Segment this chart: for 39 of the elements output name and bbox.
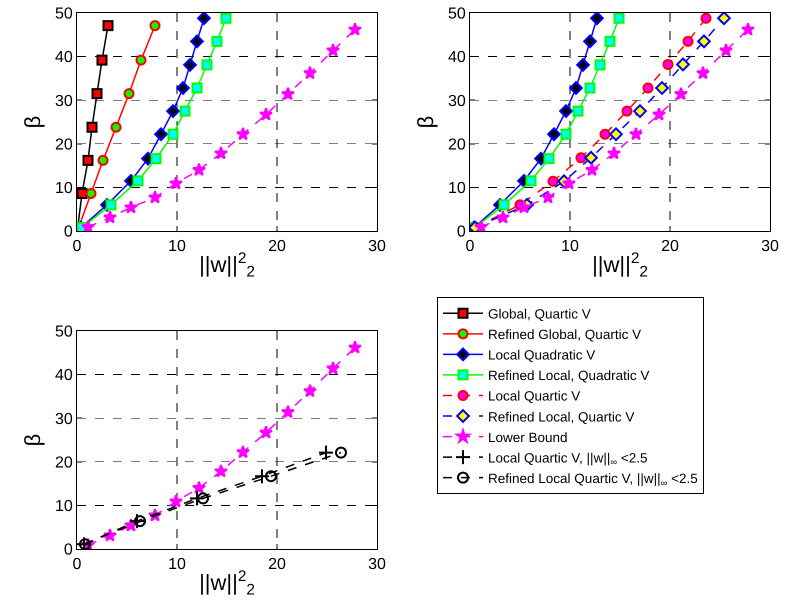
legend-label: Refined Global, Quartic V — [488, 327, 642, 342]
y-axis-title: β — [20, 434, 45, 446]
x-tick-label: 30 — [368, 238, 386, 256]
y-tick-label: 0 — [456, 224, 466, 241]
y-tick-label: 30 — [55, 410, 73, 428]
x-tick-label: 10 — [168, 556, 186, 574]
y-tick-label: 50 — [448, 6, 466, 23]
x-tick-label: 10 — [561, 238, 579, 256]
legend-label: Lower Bound — [488, 430, 568, 445]
y-axis-title: β — [20, 116, 45, 128]
y-tick-label: 20 — [55, 454, 73, 472]
y-tick-label: 30 — [55, 92, 73, 110]
y-tick-label: 50 — [55, 324, 73, 341]
y-tick-label: 30 — [448, 92, 466, 110]
x-tick-label: 20 — [268, 238, 286, 256]
y-tick-label: 20 — [55, 136, 73, 154]
legend-label: Local Quartic V — [488, 388, 580, 404]
y-tick-label: 40 — [55, 367, 73, 384]
y-tick-label: 10 — [55, 498, 73, 515]
y-tick-label: 0 — [64, 542, 73, 559]
y-tick-label: 40 — [55, 49, 73, 66]
legend-label: Local Quadratic V — [488, 348, 596, 363]
legend-label: Local Quartic V, ||w||$_{∞}$ <2.5 — [488, 450, 648, 468]
y-axis-title: β — [412, 116, 438, 128]
legend-label: Global, Quartic V — [488, 306, 591, 322]
legend-label: Refined Local Quartic V, ||w||$_{∞}$ <2.5 — [488, 470, 698, 489]
x-tick-label: 20 — [661, 238, 679, 256]
x-tick-label: 20 — [268, 556, 286, 574]
x-tick-label: 30 — [368, 556, 386, 574]
y-tick-label: 40 — [448, 49, 466, 66]
y-tick-label: 50 — [55, 6, 73, 23]
legend-label: Refined Local, Quartic V — [488, 409, 634, 424]
y-tick-label: 10 — [55, 180, 73, 197]
y-tick-label: 20 — [448, 136, 466, 154]
x-tick-label: 30 — [761, 238, 779, 256]
x-tick-label: 10 — [168, 238, 186, 256]
y-tick-label: 0 — [64, 224, 73, 241]
y-tick-label: 10 — [448, 180, 466, 197]
legend-label: Refined Local, Quadratic V — [488, 368, 650, 384]
